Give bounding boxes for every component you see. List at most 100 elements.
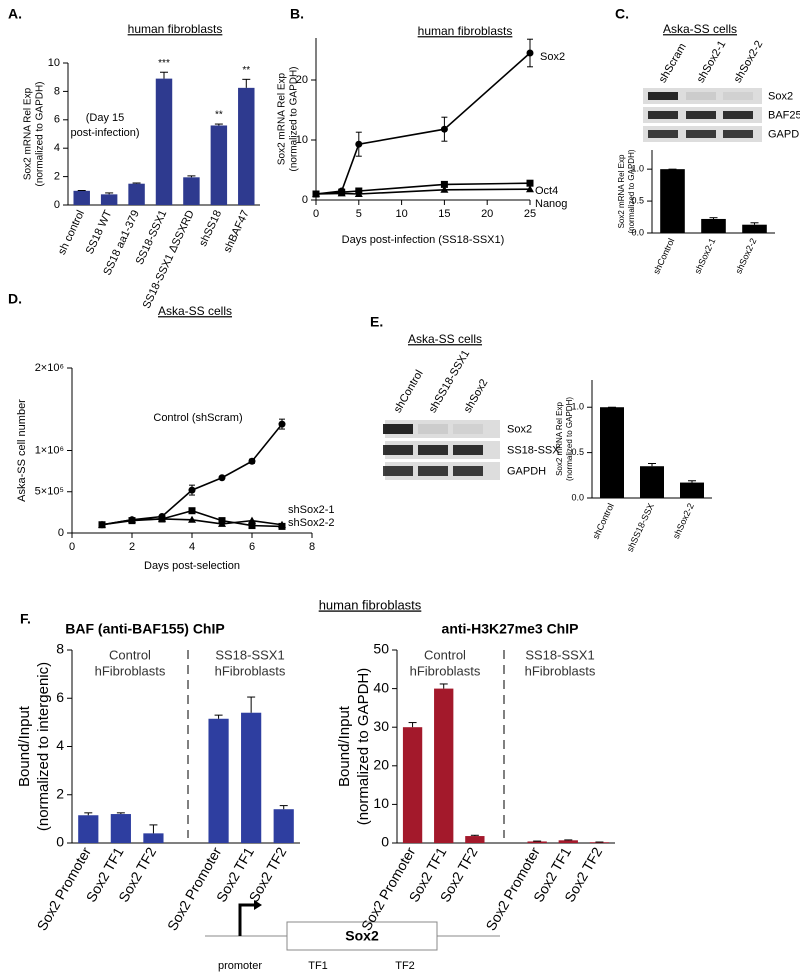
x-tick-label: 0 [69,541,75,553]
marker [188,486,196,494]
blot-band [686,130,716,138]
blot-band [723,130,753,138]
y-tick-label: 4 [54,142,60,154]
y-tick-label: 8 [54,85,60,97]
y-tick-label: 2 [56,785,64,801]
series-label: Oct4 [535,185,558,197]
blot-band [383,445,413,455]
y-tick-label: 5×10⁵ [35,486,64,498]
lane-label: shSox2-1 [695,39,729,85]
series-label: shSox2-1 [288,504,334,516]
blot-band [648,130,678,138]
panel-letter: E. [370,314,383,330]
x-tick-label: 25 [524,208,536,220]
series-label: Sox2 [540,51,565,63]
blot-band [453,445,483,455]
marker [248,522,256,530]
bar [78,815,99,843]
blot-band [453,466,483,476]
blot-band [383,424,413,434]
bar [241,712,262,843]
x-tick-label: sh control [56,208,87,256]
bar [238,87,255,205]
y-tick-label: 20 [373,757,389,773]
promoter-label: promoter [218,960,262,972]
x-tick-label: shControl [651,237,676,276]
x-tick-label: shSS18-SSX [625,502,656,554]
x-tick-label: 6 [249,541,255,553]
bar [208,718,229,843]
chart-title: Aska-SS cells [158,304,232,318]
tf1-label: TF1 [308,960,328,972]
y-axis-label: (normalized to GAPDH) [565,397,574,481]
marker [278,520,286,528]
arrow-head [254,900,262,910]
tf2-label: TF2 [395,960,415,972]
bar [742,224,767,233]
heading: human fibroblasts [319,597,422,612]
marker [278,420,286,428]
bar [527,841,547,843]
marker [98,520,106,528]
bar [589,842,610,843]
lane-label: shSox2-2 [732,39,766,85]
annotation: post-infection) [70,127,139,139]
bar [100,194,118,205]
y-tick-label: 50 [373,641,389,657]
lane-label: shSox2 [462,377,491,415]
series-line [315,182,531,195]
x-tick-label: 15 [438,208,450,220]
y-tick-label: 1×10⁶ [35,444,64,456]
bar [155,78,173,205]
group-label: hFibroblasts [215,663,286,678]
y-tick-label: 0 [56,834,64,850]
y-tick-label: 4 [56,737,64,753]
series-label: Nanog [535,198,567,210]
blot-band [383,466,413,476]
x-tick-label: shControl [591,502,616,541]
panel-letter: A. [8,6,22,22]
significance: ** [242,65,250,76]
marker [526,49,534,57]
marker [188,507,196,515]
group-label: hFibroblasts [95,663,166,678]
blot-band [418,445,448,455]
y-tick-label: 0.0 [631,227,644,237]
panel-letter: F. [20,611,31,627]
blot-band [418,466,448,476]
y-axis-label: Sox2 mRNA Rel Exp [277,72,288,165]
chart-title: human fibroblasts [128,22,223,36]
y-tick-label: 0 [381,834,389,850]
x-tick-label: 8 [309,541,315,553]
y-axis-label: Sox2 mRNA Rel Exp [617,154,626,228]
y-axis-label: (normalized to intergenic) [35,662,52,831]
marker [354,190,363,197]
bar [600,407,624,498]
panel-letter: D. [8,291,22,307]
promoter-arrow [238,903,255,936]
y-tick-label: 0 [302,194,308,206]
blot-row-label: Sox2 [507,423,532,435]
marker [312,190,320,197]
y-tick-label: 30 [373,718,389,734]
x-tick-label: shSox2-2 [733,237,758,276]
bar [210,125,228,205]
bar [128,183,145,205]
panel-letter: C. [615,6,629,22]
y-axis-label: Bound/Input [336,705,353,787]
series-label: shSox2-2 [288,517,334,529]
y-tick-label: 10 [48,57,60,69]
y-tick-label: 10 [373,795,389,811]
chart-title: human fibroblasts [418,24,513,38]
group-label: Control [424,647,466,662]
blot-row-label: SS18-SSX [507,444,560,456]
group-label: hFibroblasts [410,663,481,678]
x-axis-label: Days post-selection [144,560,240,572]
y-axis-label: Sox2 mRNA Rel Exp [555,402,564,476]
x-tick-label: 0 [313,208,319,220]
y-tick-label: 0 [54,199,60,211]
series-line [315,52,531,195]
x-tick-label: Sox2 Promoter [164,844,225,933]
blot-band [723,111,753,119]
